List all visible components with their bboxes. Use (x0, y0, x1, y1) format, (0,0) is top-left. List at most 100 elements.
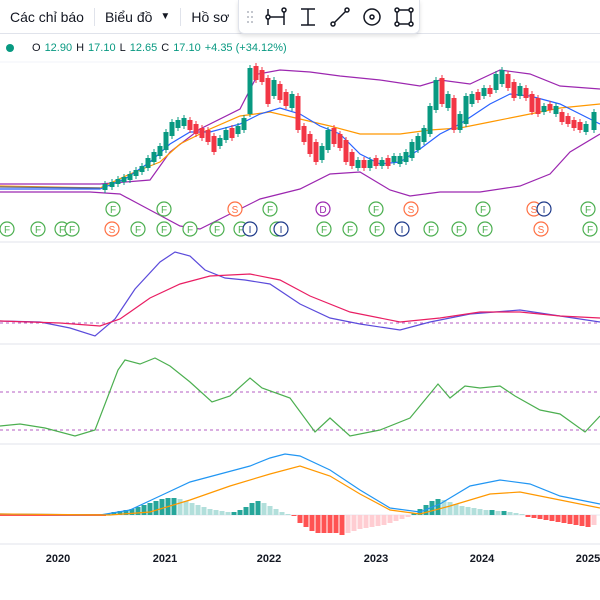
macd-histogram-bar (543, 515, 549, 520)
macd-histogram-bar (261, 503, 267, 515)
event-marker-label: F (585, 205, 591, 216)
candle-body (343, 140, 349, 162)
macd-pane[interactable] (0, 453, 600, 535)
event-marker-label: F (347, 225, 353, 236)
candle-body (337, 134, 343, 148)
macd-histogram-bar (567, 515, 573, 524)
event-marker-label: F (161, 225, 167, 236)
event-marker (227, 201, 243, 217)
macd-histogram-bar (231, 512, 237, 515)
candle-body (133, 170, 139, 176)
macd-histogram-bar (435, 499, 441, 515)
event-marker-label: F (4, 225, 10, 236)
event-marker (156, 201, 172, 217)
vertical-range-icon[interactable] (295, 4, 321, 30)
candle-body (415, 136, 421, 150)
event-marker (30, 221, 46, 237)
chart-menu-label: Biểu đồ (104, 8, 153, 25)
candle-body (451, 98, 457, 130)
circle-target-icon[interactable] (359, 4, 385, 30)
event-marker-label: F (374, 225, 380, 236)
macd-histogram-bar (381, 515, 387, 525)
candle-body (445, 94, 451, 108)
close-value: 17.10 (173, 42, 201, 54)
event-marker (368, 201, 384, 217)
candle-body (217, 138, 223, 146)
candle-body (591, 112, 597, 130)
macd-histogram-bar (585, 515, 591, 527)
time-axis-label: 2025 (576, 553, 600, 565)
macd-histogram-bar (309, 515, 315, 531)
candle-body (391, 156, 397, 162)
event-marker (182, 221, 198, 237)
candle-body (559, 112, 565, 122)
macd-histogram-bar (471, 508, 477, 515)
candle-body (397, 156, 403, 164)
macd-histogram-bar (477, 509, 483, 515)
candle-body (175, 120, 181, 128)
oscillator-pane[interactable] (0, 251, 600, 337)
candle-body (481, 88, 487, 96)
chart-canvas[interactable]: FFSFDFSFSIFFFFFSFFFFFIFIFFFIFFFSF 202020… (0, 34, 600, 600)
candle-body (193, 124, 199, 134)
high-value: 17.10 (88, 42, 116, 54)
candle-body (211, 136, 217, 152)
rsi-pane[interactable] (0, 357, 600, 437)
candle-body (151, 152, 157, 162)
macd-histogram-bar (393, 515, 399, 521)
candle-body (331, 128, 337, 144)
rectangle-icon[interactable] (391, 4, 417, 30)
macd-histogram-bar (483, 510, 489, 515)
candle-body (355, 160, 361, 168)
pane-separators (0, 61, 600, 545)
macd-histogram-bar (405, 515, 411, 517)
macd-histogram-bar (153, 501, 159, 515)
candle-body (325, 130, 331, 150)
candle-body (289, 94, 295, 108)
event-marker-label: F (161, 205, 167, 216)
chart-menu-button[interactable]: Biểu đồ ▼ (95, 0, 180, 34)
candle-body (577, 122, 583, 130)
candle-body (409, 142, 415, 158)
macd-histogram-bar (357, 515, 363, 529)
candle-body (493, 74, 499, 90)
macd-histogram-bar (279, 512, 285, 515)
ohlc-legend: O 12.90 H 17.10 L 12.65 C 17.10 +4.35 (+34.1… (6, 40, 287, 56)
low-label: L (119, 42, 126, 54)
candle-body (157, 146, 163, 156)
drag-grip-icon[interactable] (243, 7, 257, 27)
event-marker-label: I (249, 225, 252, 236)
candle-body (571, 120, 577, 128)
candle-body (187, 120, 193, 130)
profile-menu-label: Hồ sơ (191, 8, 230, 25)
candle-body (271, 80, 277, 96)
macd-signal-line (0, 465, 600, 516)
macd-histogram-bar (327, 515, 333, 533)
macd-histogram-bar (291, 515, 297, 516)
event-marker-label: F (69, 225, 75, 236)
event-markers: FFSFDFSFSIFFFFFSFFFFFIFIFFFIFFFSF (0, 201, 598, 237)
candle-body (421, 128, 427, 142)
macd-histogram-bar (363, 515, 369, 528)
macd-histogram-bar (453, 504, 459, 515)
trend-line-icon[interactable] (327, 4, 353, 30)
macd-histogram-bar (189, 503, 195, 515)
macd-histogram-bar (315, 515, 321, 533)
event-marker (580, 201, 596, 217)
candle-body (349, 152, 355, 166)
horizontal-range-icon[interactable] (263, 4, 289, 30)
event-marker (0, 221, 15, 237)
time-axis-label: 2024 (470, 553, 495, 565)
event-marker-label: S (531, 205, 538, 216)
indicators-button[interactable]: Các chỉ báo (0, 0, 94, 34)
event-marker-label: F (238, 225, 244, 236)
candle-body (463, 96, 469, 124)
candle-body (115, 179, 121, 184)
candle-body (205, 130, 211, 142)
candle-body (313, 142, 319, 162)
event-marker-label: F (59, 225, 65, 236)
price-pane[interactable] (0, 63, 600, 230)
toolbar-divider (180, 7, 182, 26)
candle-body (295, 96, 301, 130)
macd-histogram-bar (171, 498, 177, 515)
